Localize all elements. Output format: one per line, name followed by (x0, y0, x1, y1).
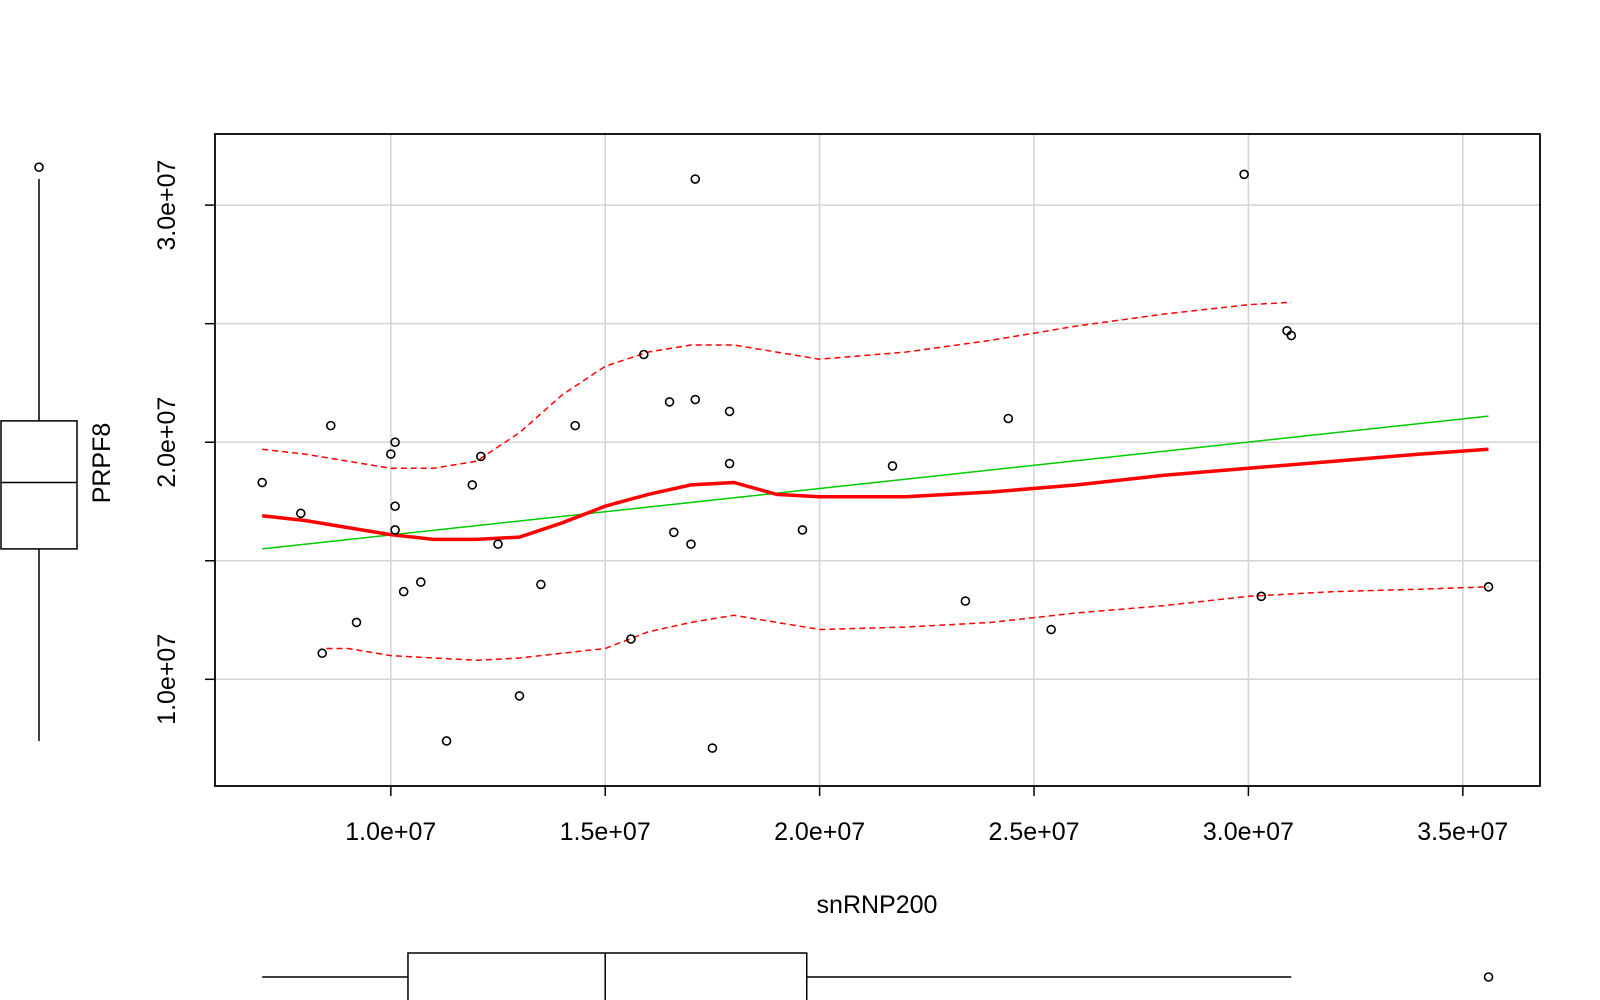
y-boxplot (0, 162, 78, 741)
regression-line (262, 415, 1489, 550)
data-point (390, 501, 400, 512)
data-point (639, 349, 649, 360)
x-boxplot-box (407, 952, 808, 1000)
lower-confidence-band (326, 586, 1489, 662)
x-tick-label: 3.0e+07 (1203, 818, 1294, 846)
y-axis-title: PRPF8 (88, 423, 116, 504)
x-tick-label: 2.5e+07 (988, 818, 1079, 846)
y-boxplot-box (0, 420, 78, 550)
data-point (390, 437, 400, 448)
data-point (467, 480, 478, 490)
data-point (476, 451, 486, 462)
data-point (690, 394, 701, 405)
x-tick-label: 1.5e+07 (560, 818, 651, 846)
data-point (536, 579, 546, 590)
grid-lines (215, 134, 1540, 786)
data-point (887, 461, 898, 471)
x-axis-title: snRNP200 (817, 891, 938, 919)
data-point (1483, 582, 1494, 592)
confidence-bands (262, 301, 1489, 662)
y-boxplot-outlier (34, 162, 44, 172)
data-point (1003, 413, 1014, 424)
data-point (707, 743, 718, 753)
x-boxplot (262, 952, 1494, 1000)
fit-lines (262, 415, 1489, 550)
upper-confidence-band (262, 301, 1292, 470)
data-point (724, 406, 735, 417)
data-point (724, 458, 735, 469)
data-point (1286, 330, 1297, 341)
x-boxplot-outlier (1483, 972, 1494, 982)
smoother-line (262, 447, 1489, 542)
data-point (398, 586, 409, 597)
data-point (664, 397, 675, 407)
data-points (257, 169, 1494, 753)
data-point (386, 449, 396, 459)
data-point (441, 736, 452, 746)
data-point (797, 525, 808, 535)
data-point (1239, 169, 1249, 180)
plot-frame (214, 133, 1541, 787)
y-tick-label: 1.0e+07 (153, 634, 181, 725)
data-point (514, 691, 525, 701)
x-axis: 1.0e+07 1.5e+07 2.0e+07 2.5e+07 3.0e+07 3.5e+… (345, 786, 1508, 846)
x-tick-label: 2.0e+07 (774, 818, 865, 846)
data-point (669, 527, 679, 538)
x-tick-label: 3.5e+07 (1417, 818, 1508, 846)
data-point (493, 539, 503, 549)
data-point (690, 174, 701, 184)
data-point (416, 577, 426, 587)
data-point (295, 508, 306, 519)
data-point (317, 648, 328, 659)
data-point (390, 525, 400, 535)
y-tick-label: 2.0e+07 (153, 397, 181, 488)
data-point (257, 477, 267, 488)
data-point (960, 596, 971, 606)
data-point (570, 420, 580, 431)
data-point (1256, 591, 1267, 602)
data-point (325, 420, 336, 431)
y-tick-label: 3.0e+07 (153, 160, 181, 251)
x-tick-label: 1.0e+07 (345, 818, 436, 846)
data-point (351, 617, 362, 628)
y-axis: 1.0e+07 2.0e+07 3.0e+07 (153, 160, 215, 725)
data-point (1046, 624, 1056, 635)
data-point (686, 539, 696, 549)
data-point (626, 634, 636, 644)
